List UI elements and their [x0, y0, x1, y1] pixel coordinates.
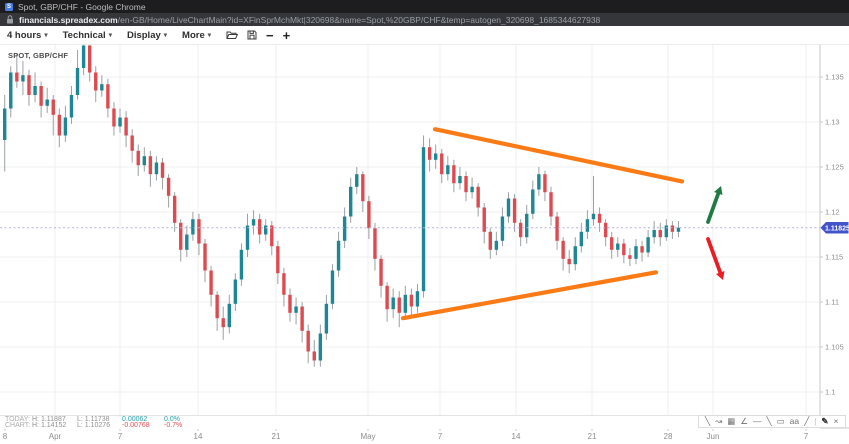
- horizontal-line-tool-icon[interactable]: —: [752, 416, 762, 426]
- chevron-down-icon: ▾: [207, 32, 211, 39]
- technical-menu[interactable]: Technical ▾: [62, 29, 112, 41]
- svg-text:1.1: 1.1: [825, 388, 835, 397]
- svg-text:21: 21: [272, 432, 281, 441]
- open-folder-icon[interactable]: [226, 30, 238, 40]
- zoom-out-button[interactable]: −: [266, 27, 274, 43]
- chevron-down-icon: ▾: [44, 32, 48, 39]
- angle-tool-icon[interactable]: ∠: [740, 416, 748, 426]
- svg-text:1.12: 1.12: [825, 208, 840, 217]
- down-arrow-annotation[interactable]: [706, 237, 725, 280]
- display-menu[interactable]: Display ▾: [126, 29, 168, 41]
- annotation-tool-icon[interactable]: aa: [789, 416, 800, 426]
- chart-change: -0.00768: [122, 422, 150, 429]
- price-info-panel: TODAY: H: 1.11887 L: 1.11738 0.00062 0.0…: [5, 416, 194, 429]
- candles-layer: [3, 45, 681, 367]
- svg-text:14: 14: [512, 432, 521, 441]
- chevron-down-icon: ▾: [108, 32, 112, 39]
- svg-text:May: May: [360, 432, 375, 441]
- svg-text:7: 7: [118, 432, 123, 441]
- svg-text:1.135: 1.135: [825, 73, 844, 82]
- trendline-tool-icon[interactable]: ╲: [766, 416, 772, 426]
- svg-text:7: 7: [804, 432, 809, 441]
- chart-symbol-label: SPOT, GBP/CHF: [8, 51, 69, 60]
- separator: |: [814, 416, 817, 426]
- site-favicon: S: [5, 2, 13, 11]
- upper-trendline[interactable]: [432, 127, 685, 184]
- more-menu[interactable]: More ▾: [182, 29, 211, 41]
- today-change: 0.00062: [122, 416, 148, 423]
- line-tool-icon[interactable]: ╱: [804, 416, 810, 426]
- chevron-down-icon: ▾: [163, 32, 168, 39]
- address-bar[interactable]: financials.spreadex.com/en-GB/Home/LiveC…: [0, 13, 849, 26]
- timeframe-menu[interactable]: 4 hours ▾: [7, 29, 48, 41]
- zoom-in-button[interactable]: +: [282, 27, 291, 43]
- pencil-tool-icon[interactable]: ✎: [821, 416, 829, 426]
- chart-toolbar: 4 hours ▾ Technical ▾ Display ▾ More ▾: [0, 26, 849, 45]
- save-icon[interactable]: [247, 30, 257, 40]
- svg-text:21: 21: [588, 432, 597, 441]
- today-info-row: TODAY: H: 1.11887 L: 1.11738 0.00062 0.0…: [5, 416, 194, 423]
- svg-text:1.105: 1.105: [825, 343, 844, 352]
- url-path: /en-GB/Home/LiveChartMain?id=XFinSprMchM…: [117, 14, 601, 25]
- url-text[interactable]: financials.spreadex.com/en-GB/Home/LiveC…: [19, 15, 600, 25]
- svg-text:8: 8: [3, 432, 8, 441]
- lock-icon[interactable]: [6, 15, 14, 24]
- today-change-pct: 0.0%: [164, 416, 180, 423]
- bottom-strip: TODAY: H: 1.11887 L: 1.11738 0.00062 0.0…: [0, 415, 820, 429]
- url-domain: financials.spreadex.com: [19, 14, 118, 25]
- pointer-tool-icon[interactable]: ╲: [705, 416, 711, 426]
- svg-text:1.13: 1.13: [825, 118, 840, 127]
- svg-text:28: 28: [664, 432, 673, 441]
- grid-layer: [0, 45, 820, 428]
- lower-trendline[interactable]: [400, 270, 659, 321]
- curve-tool-icon[interactable]: ↝: [715, 416, 723, 426]
- rectangle-tool-icon[interactable]: ▭: [776, 416, 785, 426]
- chart-change-pct: -0.7%: [164, 422, 183, 429]
- svg-text:1.11825: 1.11825: [825, 225, 849, 232]
- svg-text:7: 7: [438, 432, 443, 441]
- svg-text:1.115: 1.115: [825, 253, 843, 262]
- up-arrow-annotation[interactable]: [706, 186, 723, 224]
- svg-text:1.11: 1.11: [825, 298, 839, 307]
- current-price-badge: 1.11825: [820, 222, 849, 234]
- window-title: Spot, GBP/CHF - Google Chrome: [18, 1, 146, 12]
- svg-text:1.125: 1.125: [825, 163, 844, 172]
- chart-info-row: CHART: H: 1.14152 L: 1.10276 -0.00768 -0…: [5, 422, 194, 429]
- grid-tool-icon[interactable]: ▦: [727, 416, 736, 426]
- svg-text:Apr: Apr: [49, 432, 62, 441]
- window-titlebar: S Spot, GBP/CHF - Google Chrome: [0, 0, 849, 13]
- drawing-toolbar: ╲ ↝ ▦ ∠ — ╲ ▭ aa ╱ | ✎ ×: [697, 415, 846, 428]
- close-tool-icon[interactable]: ×: [833, 416, 839, 426]
- svg-text:Jun: Jun: [707, 432, 720, 441]
- svg-text:14: 14: [194, 432, 203, 441]
